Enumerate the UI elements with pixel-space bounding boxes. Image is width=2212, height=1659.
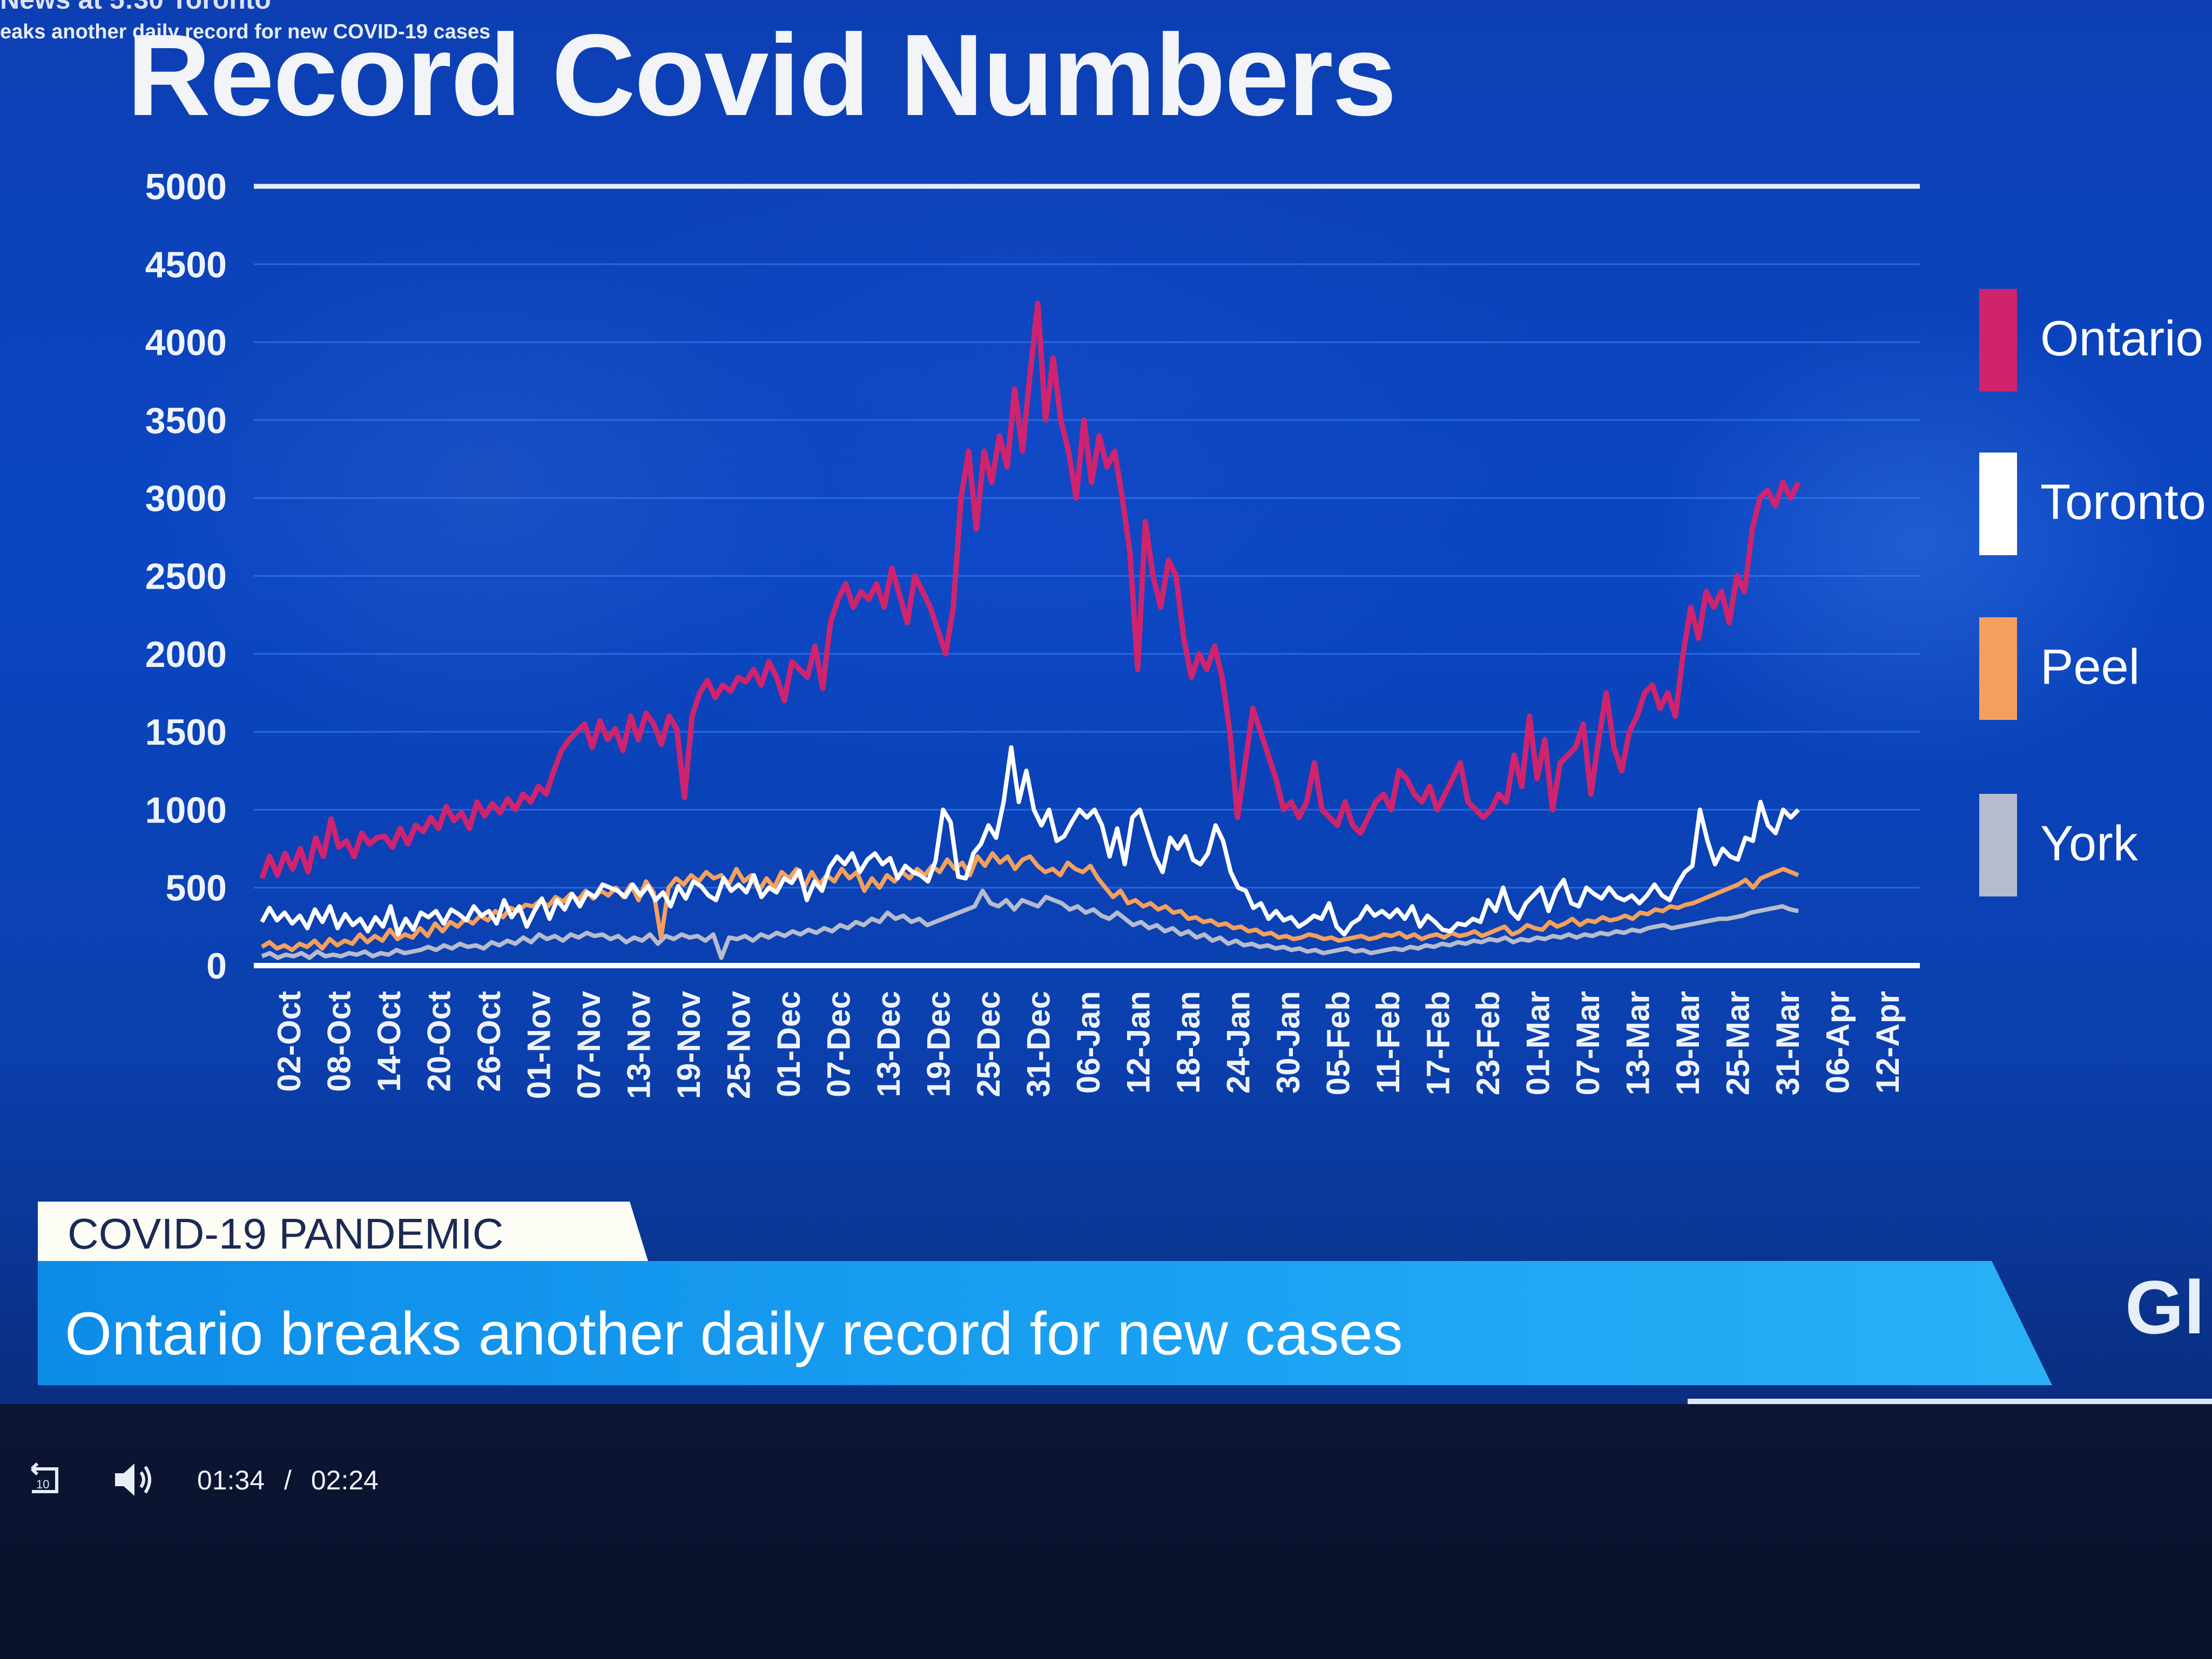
x-tick-label: 06-Apr: [1819, 991, 1856, 1094]
time-display: 01:34 / 02:24: [197, 1465, 379, 1496]
legend-label-peel: Peel: [2040, 639, 2140, 694]
series-line-york: [261, 888, 1799, 960]
x-tick-label: 31-Mar: [1770, 991, 1806, 1095]
x-axis-tick-labels: 02-Oct 08-Oct 14-Oct 20-Oct 26-Oct 01-Nov 07-N…: [271, 990, 1906, 1099]
y-tick-label: 4000: [145, 322, 227, 363]
x-tick-label: 01-Dec: [771, 991, 807, 1097]
x-tick-label: 25-Nov: [720, 990, 757, 1099]
line-chart: 0 500 1000 1500 2000 2500 3000 3500 4000 4500 5000…: [145, 166, 1920, 1099]
x-tick-label: 13-Nov: [621, 990, 657, 1099]
y-tick-label: 2500: [145, 556, 227, 597]
legend-item-ontario: Ontario: [1979, 289, 2212, 392]
video-controls-bar: [0, 1404, 2212, 1659]
x-tick-label: 26-Oct: [471, 991, 507, 1092]
y-tick-label: 4500: [145, 244, 227, 285]
x-tick-label: 07-Dec: [820, 991, 857, 1097]
series-line-toronto: [260, 745, 1800, 937]
x-tick-label: 08-Oct: [321, 991, 357, 1092]
x-tick-label: 14-Oct: [371, 991, 407, 1092]
legend-item-toronto: Toronto: [1979, 453, 2212, 555]
series-line-ontario: [259, 300, 1801, 880]
y-tick-label: 1000: [145, 790, 227, 831]
x-tick-label: 13-Dec: [871, 991, 907, 1097]
legend-label-toronto: Toronto: [2040, 475, 2206, 530]
news-subheadline: eaks another daily record for new COVID-…: [0, 21, 491, 43]
x-tick-label: 30-Jan: [1270, 991, 1306, 1094]
x-tick-label: 02-Oct: [271, 991, 307, 1092]
x-tick-label: 01-Nov: [521, 990, 557, 1099]
legend-item-york: York: [1979, 794, 2212, 896]
x-tick-label: 31-Dec: [1020, 991, 1056, 1097]
replay-10-button[interactable]: 10: [24, 1458, 68, 1501]
gridlines: [254, 184, 1920, 967]
y-tick-label: 0: [206, 946, 227, 987]
x-tick-label: 25-Dec: [970, 991, 1007, 1097]
current-time: 01:34: [197, 1465, 265, 1495]
y-tick-label: 5000: [145, 166, 227, 207]
video-progress-line: [1688, 1399, 2212, 1404]
x-tick-label: 23-Feb: [1470, 991, 1506, 1095]
x-tick-label: 20-Oct: [421, 991, 457, 1092]
x-tick-label: 11-Feb: [1370, 991, 1406, 1094]
x-tick-label: 12-Apr: [1870, 991, 1906, 1094]
y-tick-label: 2000: [145, 634, 227, 675]
x-tick-label: 12-Jan: [1120, 991, 1156, 1094]
legend-swatch-peel: [1979, 617, 2017, 720]
x-tick-label: 05-Feb: [1320, 991, 1356, 1095]
y-tick-label: 3500: [145, 400, 227, 441]
legend-swatch-toronto: [1979, 453, 2017, 555]
duration-time: 02:24: [311, 1465, 379, 1495]
time-separator: /: [284, 1465, 292, 1495]
legend-item-peel: Peel: [1979, 617, 2212, 720]
x-tick-label: 01-Mar: [1520, 991, 1556, 1095]
banner-category-label: COVID-19 PANDEMIC: [38, 1202, 648, 1261]
x-tick-label: 24-Jan: [1220, 991, 1256, 1094]
x-tick-label: 07-Mar: [1570, 991, 1606, 1095]
volume-button[interactable]: [111, 1458, 159, 1501]
network-logo: Gl: [2125, 1265, 2205, 1350]
y-tick-label: 3000: [145, 478, 227, 519]
headline-banner: Ontario breaks another daily record for …: [38, 1261, 2052, 1385]
program-title: News at 5:30 Toronto: [0, 0, 271, 15]
legend-label-ontario: Ontario: [2040, 311, 2203, 366]
x-tick-label: 18-Jan: [1170, 991, 1206, 1094]
replay-badge: 10: [36, 1478, 49, 1491]
x-tick-label: 19-Nov: [671, 990, 707, 1099]
chart-title: Record Covid Numbers: [127, 10, 1397, 140]
series-lines: [259, 300, 1801, 960]
x-tick-label: 25-Mar: [1719, 991, 1756, 1095]
tv-screen: 0 500 1000 1500 2000 2500 3000 3500 4000 4500 5000…: [0, 0, 2212, 1404]
x-tick-label: 17-Feb: [1420, 991, 1456, 1095]
y-tick-label: 500: [166, 868, 227, 909]
legend-swatch-ontario: [1979, 289, 2017, 392]
y-tick-label: 1500: [145, 712, 227, 753]
legend-label-york: York: [2040, 816, 2138, 871]
x-tick-label: 06-Jan: [1070, 991, 1107, 1094]
replay-icon: 10: [30, 1462, 58, 1493]
x-tick-label: 19-Dec: [920, 991, 956, 1097]
volume-icon: [115, 1464, 151, 1496]
legend-swatch-york: [1979, 794, 2017, 896]
banner-category-text: COVID-19 PANDEMIC: [68, 1210, 504, 1258]
x-tick-label: 13-Mar: [1620, 991, 1656, 1095]
x-tick-label: 19-Mar: [1670, 991, 1706, 1095]
headline-text: Ontario breaks another daily record for …: [65, 1300, 1403, 1367]
y-axis-tick-labels: 0 500 1000 1500 2000 2500 3000 3500 4000 4500 5000: [145, 166, 227, 987]
x-tick-label: 07-Nov: [571, 990, 607, 1099]
